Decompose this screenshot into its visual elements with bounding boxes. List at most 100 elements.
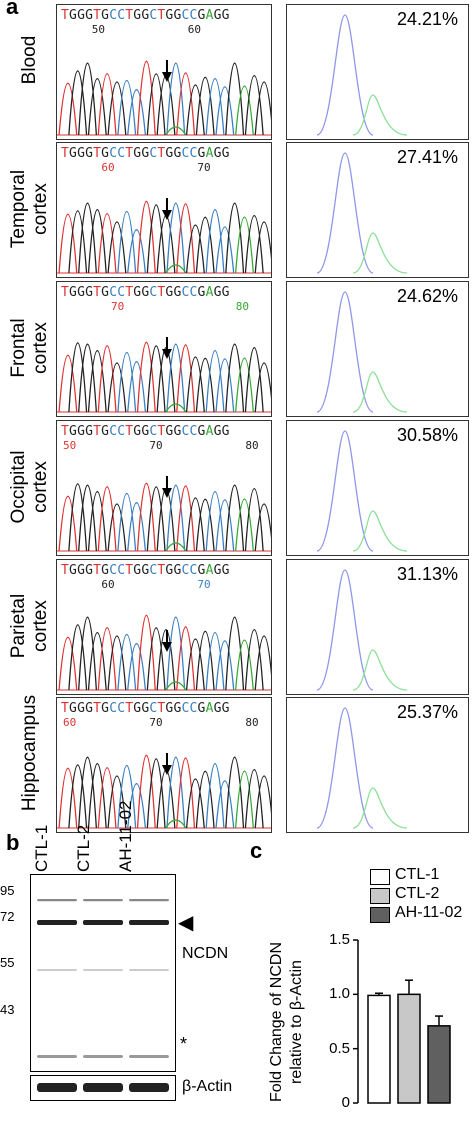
sequence-base: G	[173, 146, 182, 161]
actin-blot	[30, 1075, 176, 1101]
sequence-base: G	[77, 563, 86, 578]
sequence-base: G	[141, 146, 150, 161]
sequence-base: G	[221, 285, 230, 300]
trace-peak	[205, 491, 225, 552]
sequence-base: G	[69, 146, 78, 161]
sequence-base: G	[165, 563, 174, 578]
trace-peak	[195, 498, 215, 552]
sequence-base: G	[165, 424, 174, 439]
sequence-base: A	[205, 563, 214, 578]
sequence-base: T	[157, 146, 166, 161]
sequence-base: G	[69, 563, 78, 578]
trace-peak	[205, 762, 225, 829]
trace-peak	[87, 349, 107, 413]
trace-peak	[146, 345, 166, 413]
legend-label: AH-11-02	[395, 904, 463, 921]
sequence-base: G	[85, 146, 94, 161]
sequence-base: A	[205, 146, 214, 161]
down-arrow-icon	[161, 630, 172, 652]
trace-peak	[225, 202, 245, 274]
sequence-text: TGGGTGCCTGGCTGGCCGAGG	[61, 424, 230, 439]
sequence-base: C	[109, 146, 118, 161]
band-arrow-icon: ◀	[178, 912, 194, 934]
trace-peak	[78, 62, 98, 136]
trace-peak	[68, 210, 88, 274]
sequence-base: G	[77, 146, 86, 161]
trace-peak	[107, 635, 127, 691]
sequence-base: C	[109, 285, 118, 300]
wildtype-peak	[316, 152, 374, 274]
sequence-base: C	[149, 424, 158, 439]
base-position-number: 60	[101, 161, 115, 174]
down-arrow-icon	[161, 198, 172, 220]
trace-peak	[166, 756, 186, 829]
sequence-base: G	[69, 701, 78, 716]
trace-peak	[68, 624, 88, 691]
trace-peak	[146, 627, 166, 691]
trace-peak	[195, 76, 215, 136]
chromatogram: TGGGTGCCTGGCTGGCCGAGG 50 70 80	[56, 420, 272, 556]
trace-plot	[57, 337, 271, 413]
sequence-base: A	[205, 701, 214, 716]
base-position-number: 70	[197, 161, 211, 174]
sequence-base: G	[101, 146, 110, 161]
wildtype-peak	[316, 430, 374, 552]
sequence-base: C	[189, 285, 198, 300]
mutant-peak-curve	[352, 94, 408, 136]
sequence-base: G	[85, 424, 94, 439]
trace-peak	[117, 352, 137, 413]
trace-peak	[68, 70, 88, 136]
legend-label: CTL-1	[395, 866, 440, 883]
trace-peak	[87, 491, 107, 552]
trace-peak	[117, 80, 137, 136]
sequence-base: G	[101, 285, 110, 300]
sequence-text: TGGGTGCCTGGCTGGCCGAGG	[61, 563, 230, 578]
sequence-base: G	[101, 8, 110, 23]
sequence-base: G	[101, 563, 110, 578]
peak-plot: 31.13%	[286, 559, 469, 695]
trace-peak	[166, 343, 186, 413]
trace-peak	[205, 632, 225, 691]
trace-peak	[87, 78, 107, 136]
mutant-peak-curve	[352, 371, 408, 413]
base-position-number: 60	[63, 716, 77, 729]
sequence-base: T	[125, 424, 134, 439]
trace-peak	[107, 81, 127, 136]
trace-peak	[254, 362, 271, 413]
trace-peak	[136, 482, 156, 552]
blot-band	[83, 1055, 123, 1058]
sequence-base: G	[133, 285, 142, 300]
trace-peak	[185, 638, 205, 691]
base-position-number: 80	[245, 439, 259, 452]
trace-peak	[244, 629, 264, 691]
sequence-base: C	[181, 8, 190, 23]
trace-peak	[58, 636, 78, 691]
trace-peak	[225, 756, 245, 829]
sequence-base: G	[197, 8, 206, 23]
down-arrow-icon	[161, 476, 172, 498]
trace-peak	[58, 354, 78, 413]
sequence-base: G	[173, 8, 182, 23]
sequence-base: G	[213, 424, 222, 439]
trace-peak	[146, 204, 166, 274]
trace-peak	[195, 216, 215, 274]
peak-plot: 30.58%	[286, 420, 469, 556]
trace-peak	[97, 345, 117, 413]
trace-peak	[117, 210, 137, 274]
sequence-base: C	[181, 285, 190, 300]
trace-peak	[254, 635, 271, 691]
sequence-base: T	[61, 285, 70, 300]
trace-peak	[176, 757, 196, 829]
chromatogram: TGGGTGCCTGGCTGGCCGAGG 60 70	[56, 559, 272, 695]
trace-peak	[78, 756, 98, 829]
down-arrow-icon	[161, 337, 172, 359]
peak-plot: 25.37%	[286, 697, 469, 833]
trace-peak	[136, 60, 156, 136]
sequence-base: C	[149, 8, 158, 23]
trace-peak	[185, 224, 205, 274]
trace-peak	[176, 72, 196, 136]
trace-peak	[185, 84, 205, 136]
mw-marker: 55	[0, 955, 15, 970]
base-position-number: 70	[111, 300, 125, 313]
blot-band	[129, 1083, 169, 1092]
